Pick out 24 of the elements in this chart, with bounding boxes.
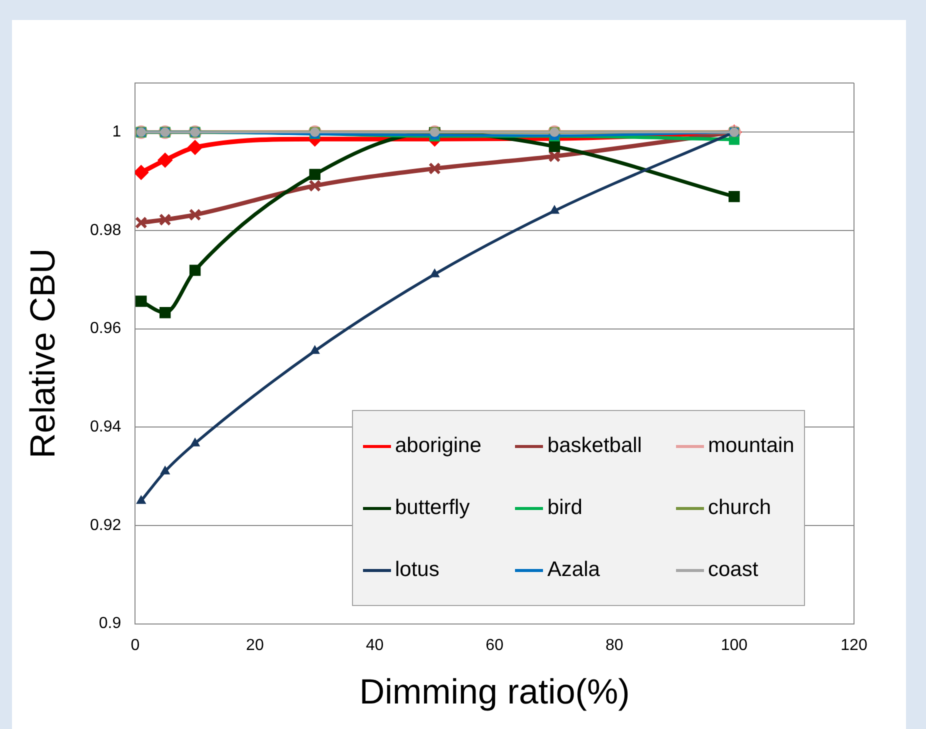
legend-label: coast <box>708 558 758 582</box>
y-tick-label: 0.92 <box>90 516 122 534</box>
legend-label: bird <box>547 496 582 520</box>
legend-label: butterfly <box>395 496 470 520</box>
x-tick-label: 60 <box>486 636 504 654</box>
x-tick-label: 80 <box>605 636 624 654</box>
x-tick-label: 20 <box>246 636 264 654</box>
y-tick-label: 0.98 <box>90 222 122 239</box>
legend-label: aborigine <box>395 434 482 458</box>
y-tick-label: 0.94 <box>90 418 122 436</box>
legend-label: lotus <box>395 558 440 582</box>
y-axis-title: Relative CBU <box>24 248 63 458</box>
y-tick-label: 0.9 <box>98 615 122 632</box>
x-tick-label: 40 <box>366 636 384 654</box>
y-tick-label: 0.96 <box>90 320 122 338</box>
legend-label: mountain <box>708 434 794 458</box>
x-tick-label: 0 <box>130 636 140 654</box>
legend-label: Azala <box>547 558 600 582</box>
legend-label: basketball <box>547 434 642 458</box>
x-tick-label: 120 <box>840 636 868 654</box>
y-tick-label: 1 <box>112 124 122 141</box>
x-tick-label: 100 <box>720 636 748 654</box>
x-axis-title: Dimming ratio(%) <box>359 672 630 712</box>
legend-label: church <box>708 496 771 520</box>
